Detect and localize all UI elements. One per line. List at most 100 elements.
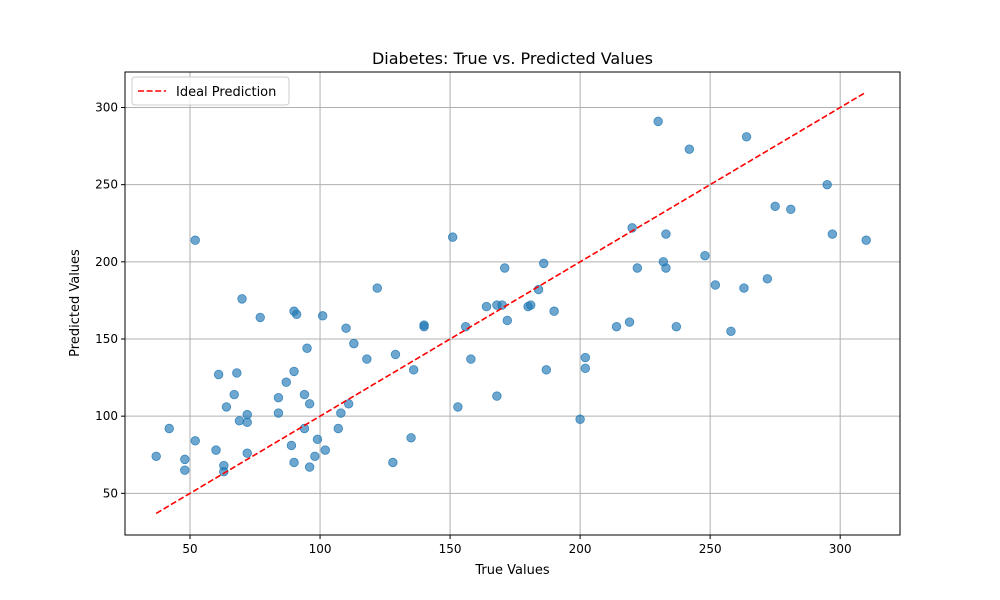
scatter-point bbox=[237, 294, 247, 304]
scatter-points bbox=[151, 116, 871, 477]
x-tick-label: 200 bbox=[569, 542, 592, 556]
y-tick-label: 200 bbox=[95, 255, 118, 269]
scatter-point bbox=[291, 309, 302, 320]
scatter-point bbox=[333, 423, 343, 434]
scatter-point bbox=[460, 321, 471, 332]
scatter-point bbox=[822, 179, 832, 190]
scatter-point bbox=[492, 391, 502, 401]
scatter-point bbox=[372, 283, 382, 293]
y-tick-label: 100 bbox=[95, 409, 118, 423]
scatter-point bbox=[466, 354, 476, 364]
y-axis-label: Predicted Values bbox=[68, 249, 83, 357]
scatter-point bbox=[770, 201, 780, 211]
scatter-point bbox=[408, 365, 419, 375]
scatter-point bbox=[242, 409, 252, 420]
scatter-point bbox=[164, 423, 174, 434]
scatter-point bbox=[289, 366, 299, 377]
scatter-point bbox=[526, 300, 536, 310]
x-tick-label: 100 bbox=[309, 542, 332, 556]
scatter-point bbox=[242, 448, 252, 458]
legend-label: Ideal Prediction bbox=[176, 85, 276, 100]
scatter-point bbox=[786, 204, 796, 215]
y-tick-label: 150 bbox=[95, 332, 118, 346]
scatter-point bbox=[497, 300, 507, 310]
scatter-point bbox=[289, 457, 299, 468]
x-axis-label: True Values bbox=[474, 563, 549, 578]
scatter-point bbox=[827, 229, 838, 239]
scatter-point bbox=[190, 235, 200, 245]
y-tick-label: 50 bbox=[103, 486, 118, 500]
scatter-point bbox=[406, 433, 416, 443]
scatter-point bbox=[304, 399, 315, 409]
scatter-point bbox=[302, 343, 312, 353]
scatter-point bbox=[611, 321, 622, 332]
scatter-point bbox=[502, 315, 512, 326]
legend-box bbox=[131, 76, 290, 106]
scatter-point bbox=[861, 235, 871, 245]
scatter-point bbox=[684, 144, 695, 154]
scatter-point bbox=[281, 377, 291, 387]
scatter-point bbox=[624, 317, 635, 327]
ideal-prediction-line bbox=[155, 91, 867, 515]
scatter-point bbox=[312, 434, 323, 445]
scatter-point bbox=[419, 321, 429, 332]
scatter-point bbox=[234, 416, 245, 426]
x-tick-label: 150 bbox=[439, 542, 462, 556]
scatter-point bbox=[671, 321, 682, 332]
scatter-point bbox=[211, 445, 221, 455]
x-tick-label: 250 bbox=[699, 542, 722, 556]
scatter-point bbox=[539, 258, 549, 269]
x-tick-label: 50 bbox=[182, 542, 197, 556]
legend: Ideal Prediction bbox=[131, 76, 290, 106]
scatter-point bbox=[317, 311, 328, 321]
scatter-point bbox=[726, 326, 736, 336]
x-tick-label: 300 bbox=[829, 542, 852, 556]
scatter-point bbox=[580, 363, 591, 374]
scatter-point bbox=[336, 408, 346, 418]
scatter-point bbox=[710, 280, 721, 290]
scatter-point bbox=[232, 368, 242, 378]
scatter-point bbox=[661, 229, 671, 239]
axes-frame bbox=[124, 71, 901, 536]
scatter-point bbox=[481, 301, 492, 312]
scatter-point bbox=[632, 263, 643, 273]
y-tick-label: 250 bbox=[95, 178, 118, 192]
scatter-point bbox=[310, 451, 320, 461]
scatter-point bbox=[180, 454, 190, 465]
scatter-point bbox=[390, 349, 401, 360]
scatter-point bbox=[362, 354, 372, 364]
scatter-point bbox=[453, 402, 463, 412]
scatter-point bbox=[151, 451, 161, 461]
scatter-point bbox=[653, 116, 663, 127]
scatter-point bbox=[299, 389, 310, 400]
scatter-point bbox=[286, 440, 297, 451]
scatter-point bbox=[739, 283, 749, 293]
scatter-point bbox=[229, 389, 239, 400]
scatter-point bbox=[213, 369, 224, 380]
scatter-point bbox=[580, 352, 591, 363]
scatter-point bbox=[349, 338, 359, 349]
scatter-point bbox=[741, 132, 752, 142]
ideal-line-layer bbox=[155, 91, 867, 515]
scatter-point bbox=[304, 462, 315, 472]
scatter-point bbox=[242, 417, 252, 428]
scatter-point bbox=[273, 408, 284, 418]
scatter-point bbox=[219, 467, 229, 477]
scatter-point bbox=[661, 263, 671, 273]
scatter-point bbox=[549, 306, 559, 316]
scatter-point bbox=[388, 457, 398, 468]
scatter-point bbox=[255, 312, 265, 323]
scatter-point bbox=[762, 274, 773, 284]
chart-title: Diabetes: True vs. Predicted Values bbox=[372, 49, 653, 68]
scatter-point bbox=[341, 323, 351, 333]
axis-ticks: 50 100 150 200 250 300 50 100 150 200 250 300 bbox=[95, 100, 852, 556]
scatter-point bbox=[221, 402, 232, 412]
scatter-point bbox=[320, 445, 330, 455]
scatter-point bbox=[499, 263, 510, 273]
scatter-point bbox=[180, 465, 190, 475]
scatter-point bbox=[541, 365, 552, 375]
y-tick-label: 300 bbox=[95, 100, 118, 114]
scatter-point bbox=[273, 392, 284, 403]
scatter-point bbox=[700, 250, 710, 261]
